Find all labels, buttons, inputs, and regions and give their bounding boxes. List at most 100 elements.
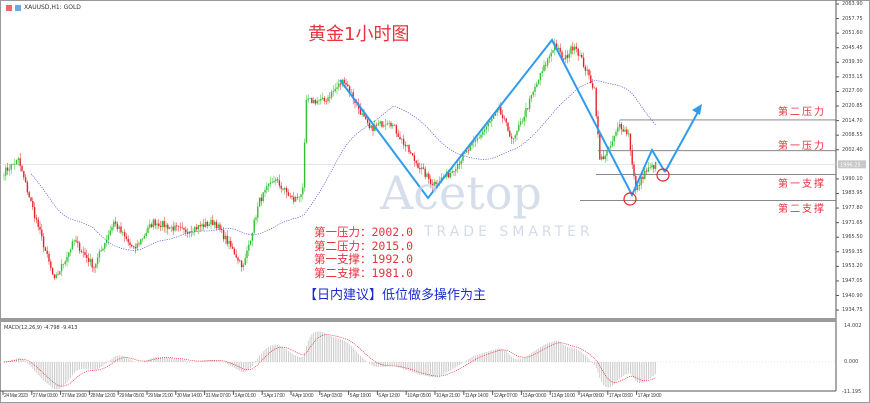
macd-axis-bottom: -11.195 <box>842 389 862 395</box>
candle-body <box>361 113 363 115</box>
candle-body <box>44 247 47 251</box>
candle-body <box>249 240 252 245</box>
chart-title: 黄金1小时图 <box>308 24 410 45</box>
candle-body <box>275 179 277 181</box>
price-tick: 2051.60 <box>842 30 863 37</box>
level-label-support-2: 第二支撑 <box>778 204 826 215</box>
candle-body <box>122 232 124 233</box>
candle-body <box>491 118 493 122</box>
candle-body <box>636 184 639 191</box>
candle-body <box>10 164 12 170</box>
candle-body <box>489 121 491 124</box>
candle-body <box>195 227 198 230</box>
candle-body <box>635 175 637 191</box>
candle-body <box>543 65 545 72</box>
candle-body <box>141 238 144 240</box>
candle-body <box>37 219 39 227</box>
candle-body <box>303 142 306 188</box>
candle-body <box>462 153 464 161</box>
candle-body <box>224 235 227 240</box>
candle-body <box>177 226 180 227</box>
candle-body <box>521 121 524 122</box>
candle-body <box>291 195 293 197</box>
candle-body <box>298 196 300 198</box>
candle-body <box>278 180 281 186</box>
candle-body <box>294 196 297 202</box>
candle-body <box>80 251 83 252</box>
candle-body <box>185 229 187 233</box>
candle-body <box>271 182 273 183</box>
current-price-tag <box>838 160 866 169</box>
candle-body <box>617 127 619 132</box>
candle-body <box>78 242 81 252</box>
price-tick: 1983.95 <box>842 190 863 197</box>
candle-body <box>217 224 219 229</box>
candle-body <box>102 248 104 251</box>
candle-body <box>604 155 606 160</box>
candle-body <box>188 231 191 234</box>
candle-body <box>429 179 432 185</box>
candle-body <box>84 252 86 255</box>
candle-body <box>53 274 56 279</box>
candle-body <box>284 188 286 190</box>
candle-body <box>222 230 225 240</box>
candle-body <box>654 161 657 169</box>
candle-body <box>525 108 527 117</box>
candle-body <box>392 124 394 127</box>
candle-body <box>75 240 77 242</box>
candle-body <box>447 171 450 178</box>
candle-body <box>591 83 594 88</box>
candle-body <box>156 223 158 226</box>
candle-body <box>602 156 605 160</box>
candle-body <box>366 119 369 123</box>
candle-body <box>251 232 254 241</box>
candle-body <box>312 99 315 104</box>
candle-body <box>213 221 216 226</box>
candle-body <box>253 219 255 233</box>
candle-body <box>372 125 374 132</box>
candle-body <box>192 232 194 233</box>
candle-body <box>104 242 106 249</box>
candle-body <box>318 100 320 102</box>
candle-body <box>239 260 241 262</box>
candle-body <box>563 58 565 60</box>
candle-body <box>170 226 173 228</box>
candle-body <box>24 177 27 183</box>
candle-body <box>383 125 385 127</box>
candle-body <box>152 219 155 228</box>
candle-body <box>48 253 50 262</box>
candle-body <box>631 150 633 165</box>
indicator-icon <box>6 4 12 11</box>
candle-body <box>541 71 543 74</box>
candle-body <box>534 86 536 92</box>
symbol-header: XAUUSD,H1: GOLD <box>6 4 81 11</box>
candle-body <box>537 80 540 84</box>
time-tick: 27 Mar 19:00 <box>61 393 87 399</box>
candle-body <box>514 135 516 139</box>
candle-body <box>325 101 327 102</box>
candle-body <box>370 125 372 129</box>
candle-body <box>6 167 9 171</box>
candle-body <box>257 206 259 218</box>
candle-body <box>476 138 479 141</box>
candle-body <box>552 50 554 53</box>
candle-body <box>501 114 504 119</box>
candle-body <box>435 182 437 185</box>
candle-body <box>8 169 11 171</box>
moving-average-line <box>30 80 656 251</box>
price-tick: 2033.15 <box>842 73 863 80</box>
candle-body <box>145 232 147 236</box>
candle-body <box>91 259 93 268</box>
candle-body <box>206 221 209 226</box>
time-tick: 29 Mar 21:00 <box>148 393 173 399</box>
candle-body <box>321 97 324 100</box>
candle-body <box>154 219 156 226</box>
candle-body <box>15 159 18 165</box>
candle-body <box>226 235 228 244</box>
candle-body <box>89 259 92 262</box>
candle-body <box>66 256 68 262</box>
macd-signal-line <box>3 334 656 387</box>
candle-body <box>402 138 405 145</box>
candle-body <box>134 247 137 249</box>
